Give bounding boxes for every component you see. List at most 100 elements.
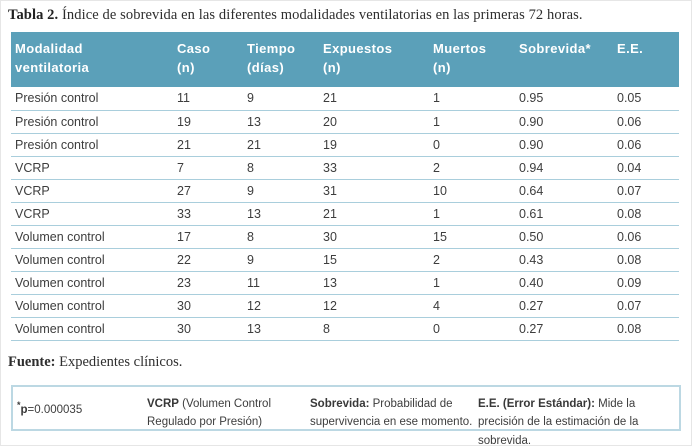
- cell-value: 0.08: [613, 202, 679, 226]
- cell-value: 13: [243, 202, 319, 226]
- cell-value: 0.40: [515, 271, 613, 295]
- cell-modalidad: Volumen control: [11, 294, 173, 318]
- cell-value: 21: [319, 202, 429, 226]
- cell-modalidad: Volumen control: [11, 317, 173, 341]
- cell-value: 2: [429, 248, 515, 272]
- cell-value: 0.07: [613, 179, 679, 203]
- table-row: Volumen control 22 9 15 2 0.43 0.08: [11, 248, 679, 272]
- table-body: Presión control 11 9 21 1 0.95 0.05 Presión con…: [11, 87, 679, 341]
- cell-value: 9: [243, 248, 319, 272]
- cell-value: 8: [243, 156, 319, 180]
- table-row: VCRP 33 13 21 1 0.61 0.08: [11, 202, 679, 226]
- cell-value: 0.08: [613, 317, 679, 341]
- cell-value: 2: [429, 156, 515, 180]
- cell-value: 21: [173, 133, 243, 157]
- cell-value: 0.64: [515, 179, 613, 203]
- cell-value: 15: [319, 248, 429, 272]
- table-row: Volumen control 30 12 12 4 0.27 0.07: [11, 294, 679, 318]
- cell-value: 19: [319, 133, 429, 157]
- cell-modalidad: Presión control: [11, 87, 173, 111]
- cell-modalidad: Presión control: [11, 133, 173, 157]
- source-label: Fuente:: [8, 353, 56, 370]
- cell-value: 19: [173, 110, 243, 134]
- header-cell-expuestos: Expuestos (n): [319, 32, 429, 87]
- cell-modalidad: Volumen control: [11, 225, 173, 249]
- header-cell-muertos: Muertos (n): [429, 32, 515, 87]
- cell-modalidad: Volumen control: [11, 248, 173, 272]
- cell-value: 0: [429, 317, 515, 341]
- cell-value: 1: [429, 87, 515, 111]
- cell-value: 0.94: [515, 156, 613, 180]
- cell-value: 0.90: [515, 133, 613, 157]
- cell-value: 13: [319, 271, 429, 295]
- footnote-box: *p=0.000035 VCRP (Volumen Control Regula…: [11, 384, 681, 446]
- cell-value: 33: [173, 202, 243, 226]
- cell-value: 0.07: [613, 294, 679, 318]
- cell-value: 12: [319, 294, 429, 318]
- cell-value: 1: [429, 202, 515, 226]
- cell-value: 0.06: [613, 110, 679, 134]
- footnote-vcrp: VCRP (Volumen Control Regulado por Presi…: [147, 397, 271, 429]
- cell-value: 9: [243, 179, 319, 203]
- cell-value: 22: [173, 248, 243, 272]
- footnote-pvalue: *p=0.000035: [17, 399, 83, 416]
- cell-value: 9: [243, 87, 319, 111]
- cell-modalidad: Presión control: [11, 110, 173, 134]
- footnote-ee: E.E. (Error Estándar): Mide la precisión…: [478, 397, 639, 446]
- cell-value: 1: [429, 271, 515, 295]
- cell-value: 21: [319, 87, 429, 111]
- cell-value: 0: [429, 133, 515, 157]
- cell-value: 0.04: [613, 156, 679, 180]
- table-row: Volumen control 17 8 30 15 0.50 0.06: [11, 225, 679, 249]
- header-cell-caso: Caso (n): [173, 32, 243, 87]
- table-title-text: Índice de sobrevida en las diferentes mo…: [61, 7, 583, 23]
- table-row: Volumen control 30 13 8 0 0.27 0.08: [11, 317, 679, 341]
- header-cell-tiempo: Tiempo (días): [243, 32, 319, 87]
- cell-value: 0.06: [613, 225, 679, 249]
- cell-value: 0.95: [515, 87, 613, 111]
- cell-modalidad: VCRP: [11, 156, 173, 180]
- cell-value: 4: [429, 294, 515, 318]
- cell-value: 30: [173, 317, 243, 341]
- header-cell-modalidad: Modalidad ventilatoria: [11, 32, 173, 87]
- table-row: Presión control 19 13 20 1 0.90 0.06: [11, 110, 679, 134]
- table-row: Volumen control 23 11 13 1 0.40 0.09: [11, 271, 679, 295]
- cell-value: 13: [243, 317, 319, 341]
- header-cell-sobrevida: Sobrevida*: [515, 32, 613, 87]
- table-header-row: Modalidad ventilatoria Caso (n) Tiempo (…: [11, 32, 679, 87]
- cell-value: 10: [429, 179, 515, 203]
- cell-modalidad: VCRP: [11, 179, 173, 203]
- footnote-sobrevida: Sobrevida: Probabilidad de supervivencia…: [310, 397, 473, 429]
- cell-value: 27: [173, 179, 243, 203]
- table-title: Tabla 2. Índice de sobrevida en las dife…: [1, 1, 691, 24]
- cell-value: 11: [173, 87, 243, 111]
- header-cell-ee: E.E.: [613, 32, 679, 87]
- cell-value: 0.50: [515, 225, 613, 249]
- cell-value: 21: [243, 133, 319, 157]
- cell-modalidad: Volumen control: [11, 271, 173, 295]
- cell-value: 23: [173, 271, 243, 295]
- cell-value: 17: [173, 225, 243, 249]
- cell-value: 20: [319, 110, 429, 134]
- cell-value: 8: [319, 317, 429, 341]
- survival-table: Modalidad ventilatoria Caso (n) Tiempo (…: [11, 32, 679, 341]
- cell-value: 0.06: [613, 133, 679, 157]
- cell-value: 0.61: [515, 202, 613, 226]
- cell-value: 0.05: [613, 87, 679, 111]
- source-text: Expedientes clínicos.: [59, 353, 183, 370]
- cell-value: 30: [173, 294, 243, 318]
- source-line: Fuente: Expedientes clínicos.: [8, 354, 691, 371]
- cell-modalidad: VCRP: [11, 202, 173, 226]
- cell-value: 0.09: [613, 271, 679, 295]
- cell-value: 13: [243, 110, 319, 134]
- cell-value: 0.27: [515, 294, 613, 318]
- cell-value: 33: [319, 156, 429, 180]
- cell-value: 30: [319, 225, 429, 249]
- cell-value: 7: [173, 156, 243, 180]
- cell-value: 11: [243, 271, 319, 295]
- cell-value: 0.08: [613, 248, 679, 272]
- cell-value: 8: [243, 225, 319, 249]
- cell-value: 15: [429, 225, 515, 249]
- cell-value: 0.27: [515, 317, 613, 341]
